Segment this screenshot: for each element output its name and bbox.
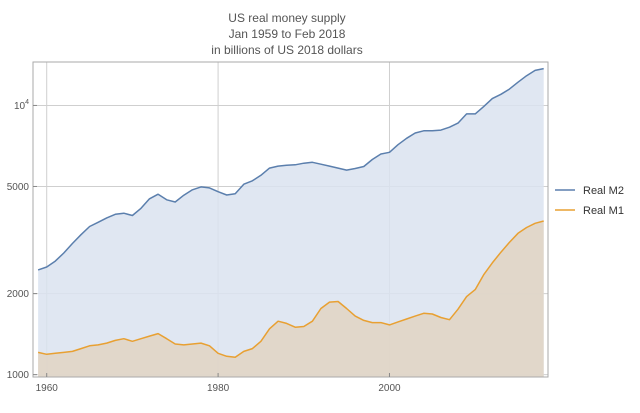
series-lines	[37, 67, 544, 359]
y-tick-label-1: 2000	[7, 289, 30, 300]
chart-title-line-3: in billions of US 2018 dollars	[211, 43, 362, 57]
chart-title: US real money supply Jan 1959 to Feb 201…	[211, 11, 362, 57]
x-axis-ticks: 1960 1980 2000	[36, 373, 401, 394]
y-tick-label-2: 5000	[7, 182, 30, 193]
legend-label-real-m2: Real M2	[583, 185, 624, 197]
chart-title-line-1: US real money supply	[228, 11, 345, 25]
x-tick-label-1: 1980	[207, 383, 230, 394]
y-tick-label-power: 104	[14, 99, 29, 112]
chart-title-line-2: Jan 1959 to Feb 2018	[229, 27, 346, 41]
x-tick-label-0: 1960	[36, 383, 59, 394]
series-line-1	[37, 220, 544, 359]
legend-label-real-m1: Real M1	[583, 205, 624, 217]
series-line-0	[37, 67, 544, 271]
series-area-0	[38, 68, 544, 377]
x-tick-label-2: 2000	[378, 383, 401, 394]
legend: Real M2 Real M1	[555, 185, 624, 217]
y-axis-ticks: 1000 2000 5000 104	[7, 99, 37, 381]
y-tick-label-0: 1000	[7, 370, 30, 381]
plot-frame	[32, 61, 549, 378]
